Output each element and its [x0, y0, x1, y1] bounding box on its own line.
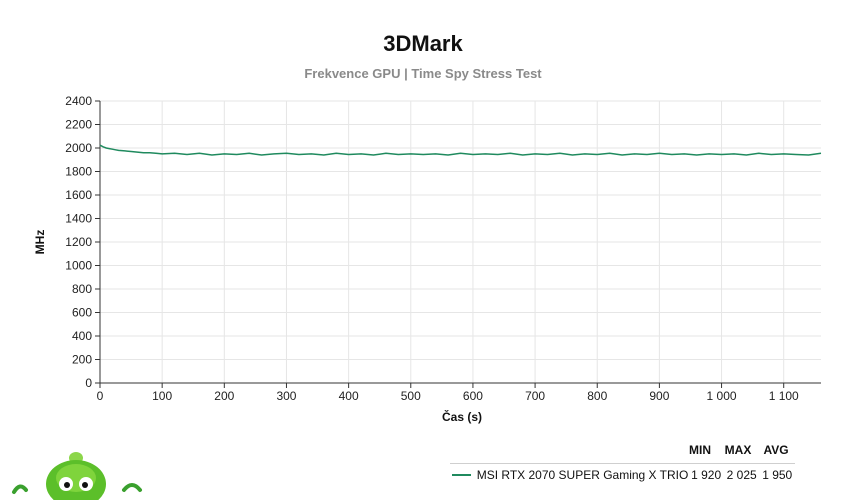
legend-header: MIN MAX AVG	[450, 443, 795, 464]
x-tick-label: 700	[525, 389, 545, 403]
series-lines	[99, 144, 822, 156]
legend-series-name: MSI RTX 2070 SUPER Gaming X TRIO	[476, 468, 689, 482]
legend-header-avg: AVG	[763, 443, 789, 457]
y-tick-label: 800	[72, 282, 92, 296]
x-tick-label: 400	[339, 389, 359, 403]
x-tick-label: 900	[649, 389, 669, 403]
legend-swatch	[452, 474, 471, 476]
y-tick-label: 0	[85, 376, 92, 390]
legend-avg-value: 1 950	[762, 468, 793, 482]
chart-title: 3DMark	[383, 31, 463, 56]
y-tick-label: 2200	[65, 118, 92, 132]
legend-max-value: 2 025	[726, 468, 757, 482]
x-axis-ticks: 0 100 200 300 400 500 600 700 800 900 1 000 1 100	[97, 383, 799, 403]
y-axis-ticks: 0 200 400 600 800 1000 1200 1400 1600 1800 2000 220…	[65, 94, 100, 390]
x-axis-title: Čas (s)	[442, 409, 482, 424]
y-tick-label: 1000	[65, 259, 92, 273]
x-tick-label: 800	[587, 389, 607, 403]
x-tick-label: 600	[463, 389, 483, 403]
green-alien-mascot-icon	[12, 452, 142, 500]
chart-subtitle: Frekvence GPU | Time Spy Stress Test	[304, 66, 542, 81]
legend-header-min: MIN	[689, 443, 711, 457]
legend-min-value: 1 920	[691, 468, 722, 482]
x-tick-label: 1 100	[769, 389, 799, 403]
y-tick-label: 2000	[65, 141, 92, 155]
grid-lines	[100, 100, 821, 383]
y-tick-label: 200	[72, 353, 92, 367]
x-tick-label: 100	[152, 389, 172, 403]
legend-table: MIN MAX AVG MSI RTX 2070 SUPER Gaming X …	[450, 443, 795, 482]
legend-row: MSI RTX 2070 SUPER Gaming X TRIO 1 920 2…	[450, 464, 795, 482]
x-tick-label: 0	[97, 389, 104, 403]
x-tick-label: 1 000	[707, 389, 737, 403]
y-tick-label: 1400	[65, 212, 92, 226]
y-tick-label: 1600	[65, 188, 92, 202]
y-tick-label: 600	[72, 306, 92, 320]
x-tick-label: 300	[276, 389, 296, 403]
y-tick-label: 400	[72, 329, 92, 343]
y-tick-label: 1200	[65, 235, 92, 249]
y-tick-label: 1800	[65, 165, 92, 179]
series-line	[99, 144, 822, 156]
x-tick-label: 500	[401, 389, 421, 403]
x-tick-label: 200	[214, 389, 234, 403]
y-axis-title: MHz	[33, 230, 47, 255]
legend-header-max: MAX	[724, 443, 752, 457]
y-tick-label: 2400	[65, 94, 92, 108]
chart-area: 0200400600800100012001400160018002000220…	[33, 94, 822, 424]
